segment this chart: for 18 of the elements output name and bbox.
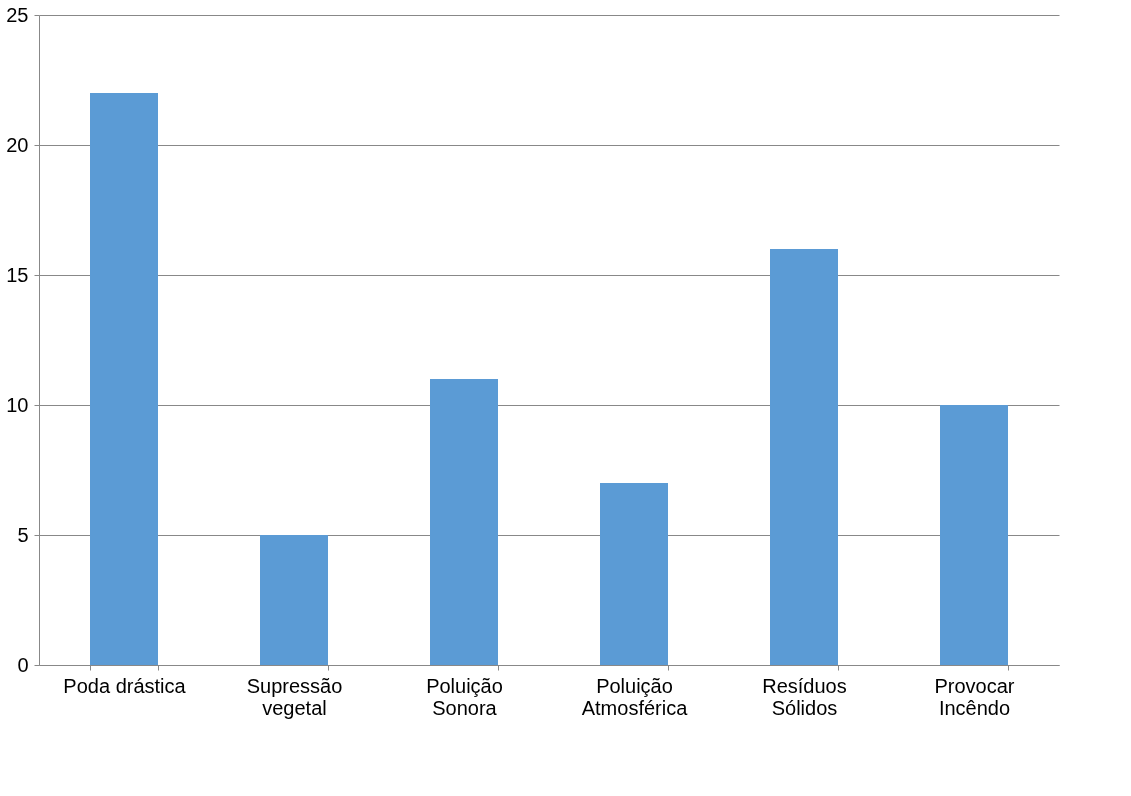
x-tick-label: Resíduos Sólidos bbox=[762, 674, 847, 719]
y-tick-label: 10 bbox=[6, 393, 29, 416]
y-tick-label: 5 bbox=[17, 523, 29, 546]
y-tick-label: 25 bbox=[6, 3, 29, 26]
x-tick-label: Supressão vegetal bbox=[246, 674, 343, 719]
bar bbox=[260, 535, 328, 665]
y-tick-label: 15 bbox=[6, 263, 29, 286]
bar bbox=[90, 93, 158, 665]
x-tick-label: Poda drástica bbox=[63, 674, 187, 697]
bar bbox=[600, 483, 668, 665]
x-tick-label: Poluição Atmosférica bbox=[581, 674, 689, 719]
x-tick-label: Provocar Incêndo bbox=[934, 674, 1015, 719]
bar bbox=[430, 379, 498, 665]
x-tick-label: Poluição Sonora bbox=[426, 674, 503, 719]
bar bbox=[940, 405, 1008, 665]
bar bbox=[770, 249, 838, 665]
y-tick-label: 20 bbox=[6, 133, 29, 156]
y-tick-label: 0 bbox=[17, 653, 29, 676]
